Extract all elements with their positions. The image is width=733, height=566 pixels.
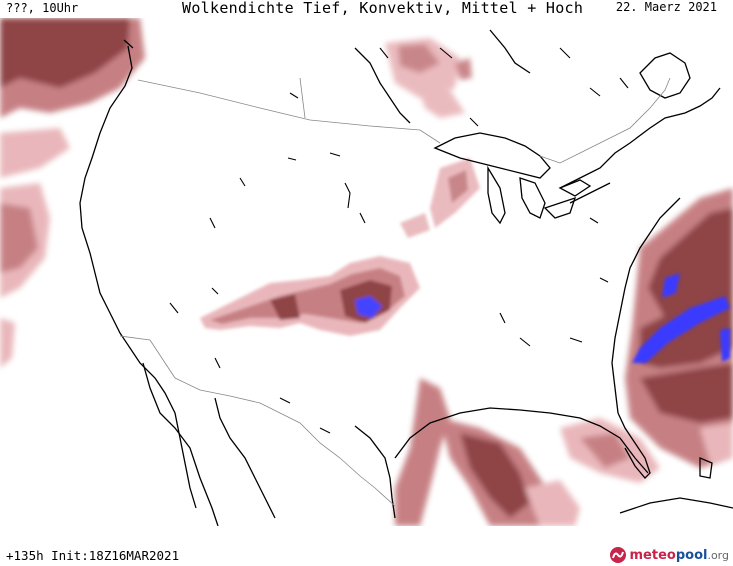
meteopool-logo[interactable]: meteopool.org [609,544,730,566]
footer-bar: +135h Init:18Z16MAR2021 meteopool.org [0,526,733,566]
inland-lakes [169,47,629,434]
header-bar: ???, 10Uhr Wolkendichte Tief, Konvektiv,… [0,0,733,18]
logo-text: meteopool.org [629,547,730,563]
model-run-info: +135h Init:18Z16MAR2021 [6,548,180,563]
meteopool-logo-icon [609,547,626,563]
forecast-label: ???, 10Uhr [6,1,79,15]
map-canvas [0,18,733,527]
coastlines [79,29,733,527]
forecast-date: 22. Maerz 2021 [615,0,717,14]
country-borders [119,77,671,507]
cloud-cover-map [0,18,733,527]
map-title: Wolkendichte Tief, Konvektiv, Mittel + H… [182,0,584,17]
cloud-fields [0,18,733,526]
